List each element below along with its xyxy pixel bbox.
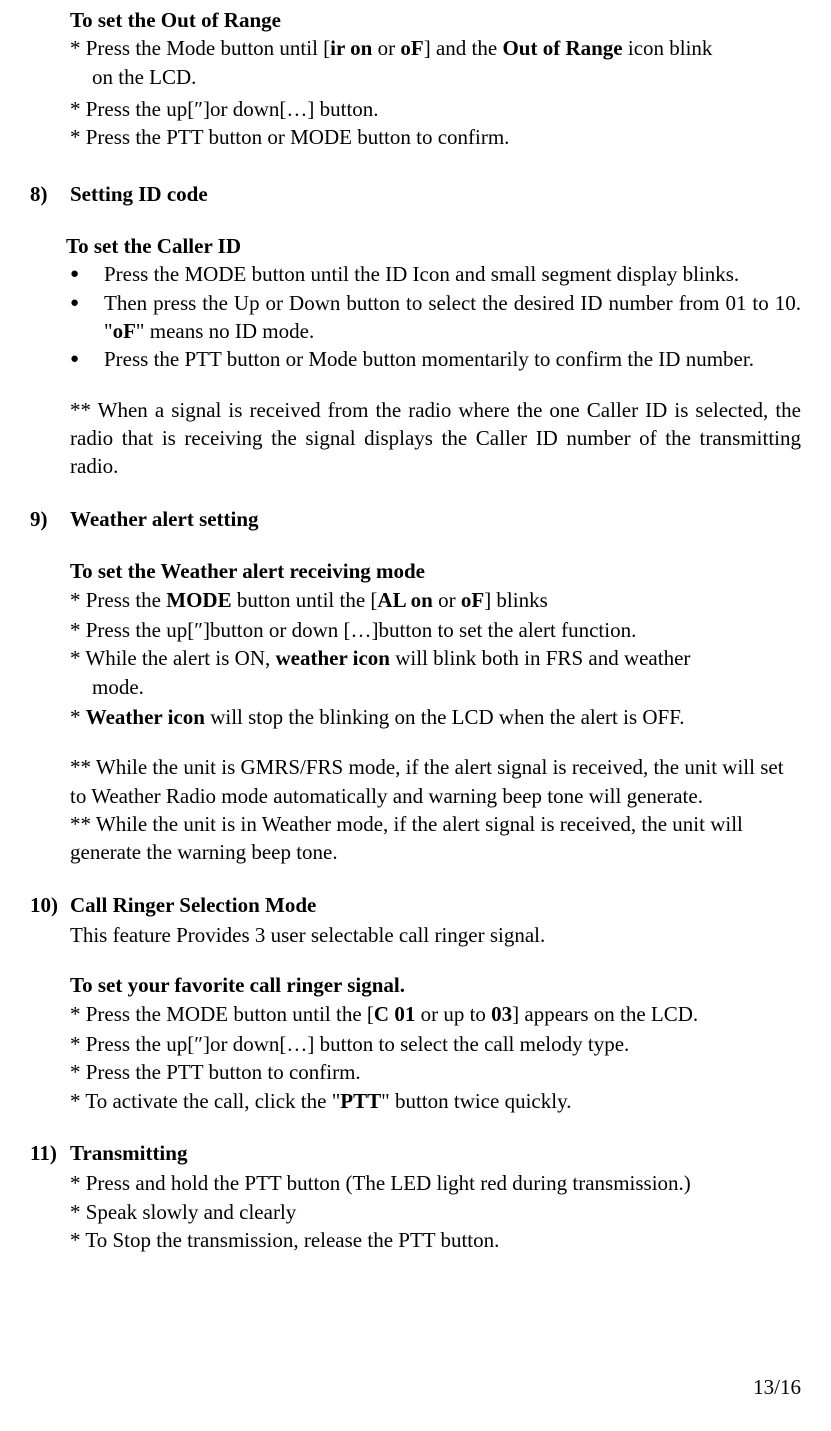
- text-bold: Weather icon: [86, 705, 205, 729]
- text-bold: oF: [400, 36, 423, 60]
- bullet-item: ● Then press the Up or Down button to se…: [70, 289, 801, 346]
- text: " button twice quickly.: [381, 1089, 571, 1113]
- bullet-text: Then press the Up or Down button to sele…: [104, 289, 801, 346]
- text-bold: AL on: [377, 588, 432, 612]
- bullet-item: ● Press the MODE button until the ID Ico…: [70, 260, 801, 288]
- bullet-icon: ●: [70, 260, 104, 288]
- section-num: 10): [30, 891, 70, 919]
- section-8-heading: 8) Setting ID code: [30, 180, 801, 208]
- text: will blink both in FRS and weather: [390, 646, 690, 670]
- list-item: * Press the up[″]or down[…] button to se…: [70, 1030, 801, 1058]
- text: or: [372, 36, 400, 60]
- subheading: To set the Caller ID: [66, 232, 801, 260]
- section-11-heading: 11) Transmitting: [30, 1139, 801, 1167]
- text: button until the [: [232, 588, 378, 612]
- note-text: ** While the unit is GMRS/FRS mode, if t…: [70, 753, 801, 810]
- section-num: 9): [30, 505, 70, 533]
- section-title: Weather alert setting: [70, 505, 259, 533]
- list-item-cont: on the LCD.: [70, 63, 801, 91]
- section-title: Setting ID code: [70, 180, 208, 208]
- text-bold: C 01: [374, 1002, 415, 1026]
- list-item: * Press the PTT button or MODE button to…: [70, 123, 801, 151]
- text-bold: ir on: [330, 36, 372, 60]
- text-bold: MODE: [166, 588, 231, 612]
- out-of-range-section: To set the Out of Range * Press the Mode…: [30, 6, 801, 152]
- list-item: * Press the MODE button until the [AL on…: [70, 586, 801, 614]
- bullet-icon: ●: [70, 289, 104, 346]
- list-item: * Press the Mode button until [ir on or …: [70, 34, 801, 62]
- list-item: * While the alert is ON, weather icon wi…: [70, 644, 801, 672]
- section-num: 11): [30, 1139, 70, 1167]
- note-text: ** While the unit is in Weather mode, if…: [70, 810, 801, 867]
- text: icon blink: [628, 36, 713, 60]
- subheading: To set the Out of Range: [70, 6, 801, 34]
- bullet-text: Press the MODE button until the ID Icon …: [104, 260, 801, 288]
- list-item: * Speak slowly and clearly: [70, 1198, 801, 1226]
- text: ] blinks: [484, 588, 548, 612]
- text-bold: oF: [113, 319, 136, 343]
- section-title: Call Ringer Selection Mode: [70, 891, 316, 919]
- note-text: ** When a signal is received from the ra…: [70, 396, 801, 481]
- text: will stop the blinking on the LCD when t…: [205, 705, 685, 729]
- section-num: 8): [30, 180, 70, 208]
- bullet-icon: ●: [70, 345, 104, 373]
- text: * Press the Mode button until [: [70, 36, 330, 60]
- text: or: [433, 588, 461, 612]
- text: ] appears on the LCD.: [512, 1002, 698, 1026]
- section-title: Transmitting: [70, 1139, 187, 1167]
- bullet-text: Press the PTT button or Mode button mome…: [104, 345, 801, 373]
- text: * Press the MODE button until the [: [70, 1002, 374, 1026]
- text-bold: 03: [491, 1002, 512, 1026]
- subheading: To set the Weather alert receiving mode: [70, 557, 801, 585]
- list-item: * Press the MODE button until the [C 01 …: [70, 1000, 801, 1028]
- subheading: To set your favorite call ringer signal.: [70, 971, 801, 999]
- text-bold: weather icon: [275, 646, 390, 670]
- list-item: * Press the PTT button to confirm.: [70, 1058, 801, 1086]
- text: " means no ID mode.: [136, 319, 314, 343]
- text-bold: Out of Range: [502, 36, 627, 60]
- text: or up to: [415, 1002, 491, 1026]
- list-item: * Weather icon will stop the blinking on…: [70, 703, 801, 731]
- section-10-heading: 10) Call Ringer Selection Mode: [30, 891, 801, 919]
- text: *: [70, 705, 86, 729]
- text: * To activate the call, click the ": [70, 1089, 340, 1113]
- list-item: * To activate the call, click the "PTT" …: [70, 1087, 801, 1115]
- list-item: * Press and hold the PTT button (The LED…: [70, 1169, 801, 1197]
- text: * Press the: [70, 588, 166, 612]
- desc-text: This feature Provides 3 user selectable …: [70, 921, 801, 949]
- list-item: * To Stop the transmission, release the …: [70, 1226, 801, 1254]
- text: ] and the: [424, 36, 503, 60]
- list-item: * Press the up[″]button or down […]butto…: [70, 616, 801, 644]
- text: * While the alert is ON,: [70, 646, 275, 670]
- text-bold: PTT: [340, 1089, 381, 1113]
- bullet-item: ● Press the PTT button or Mode button mo…: [70, 345, 801, 373]
- section-9-heading: 9) Weather alert setting: [30, 505, 801, 533]
- text-bold: oF: [461, 588, 484, 612]
- page-number: 13/16: [753, 1373, 801, 1401]
- list-item: * Press the up[″]or down[…] button.: [70, 95, 801, 123]
- list-item-cont: mode.: [70, 673, 801, 701]
